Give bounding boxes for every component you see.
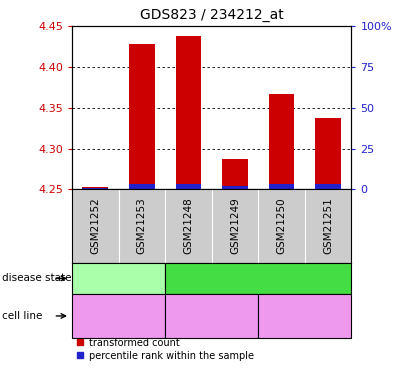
Title: GDS823 / 234212_at: GDS823 / 234212_at — [140, 9, 284, 22]
Text: GSM21249: GSM21249 — [230, 198, 240, 254]
Text: mammary
epithelium: mammary epithelium — [90, 305, 146, 327]
Text: GSM21251: GSM21251 — [323, 198, 333, 254]
Text: disease state: disease state — [2, 273, 72, 284]
Bar — [129, 184, 155, 189]
Bar — [129, 44, 155, 189]
Text: MDA-MB-436: MDA-MB-436 — [178, 311, 245, 321]
Bar — [269, 184, 294, 189]
Legend: transformed count, percentile rank within the sample: transformed count, percentile rank withi… — [73, 334, 258, 364]
Text: cell line: cell line — [2, 311, 42, 321]
Text: GSM21252: GSM21252 — [90, 198, 100, 254]
Bar — [269, 94, 294, 189]
Text: GSM21250: GSM21250 — [277, 198, 286, 254]
Bar — [315, 118, 341, 189]
Bar — [175, 36, 201, 189]
Text: GSM21248: GSM21248 — [183, 198, 193, 254]
Text: HCC 1954: HCC 1954 — [279, 311, 331, 321]
Bar — [222, 186, 248, 189]
Bar — [82, 187, 108, 189]
Text: normal: normal — [98, 272, 139, 285]
Bar — [315, 184, 341, 189]
Text: cancer: cancer — [238, 272, 278, 285]
Text: GSM21253: GSM21253 — [137, 198, 147, 254]
Bar — [175, 184, 201, 189]
Bar — [222, 159, 248, 189]
Bar — [82, 188, 108, 189]
